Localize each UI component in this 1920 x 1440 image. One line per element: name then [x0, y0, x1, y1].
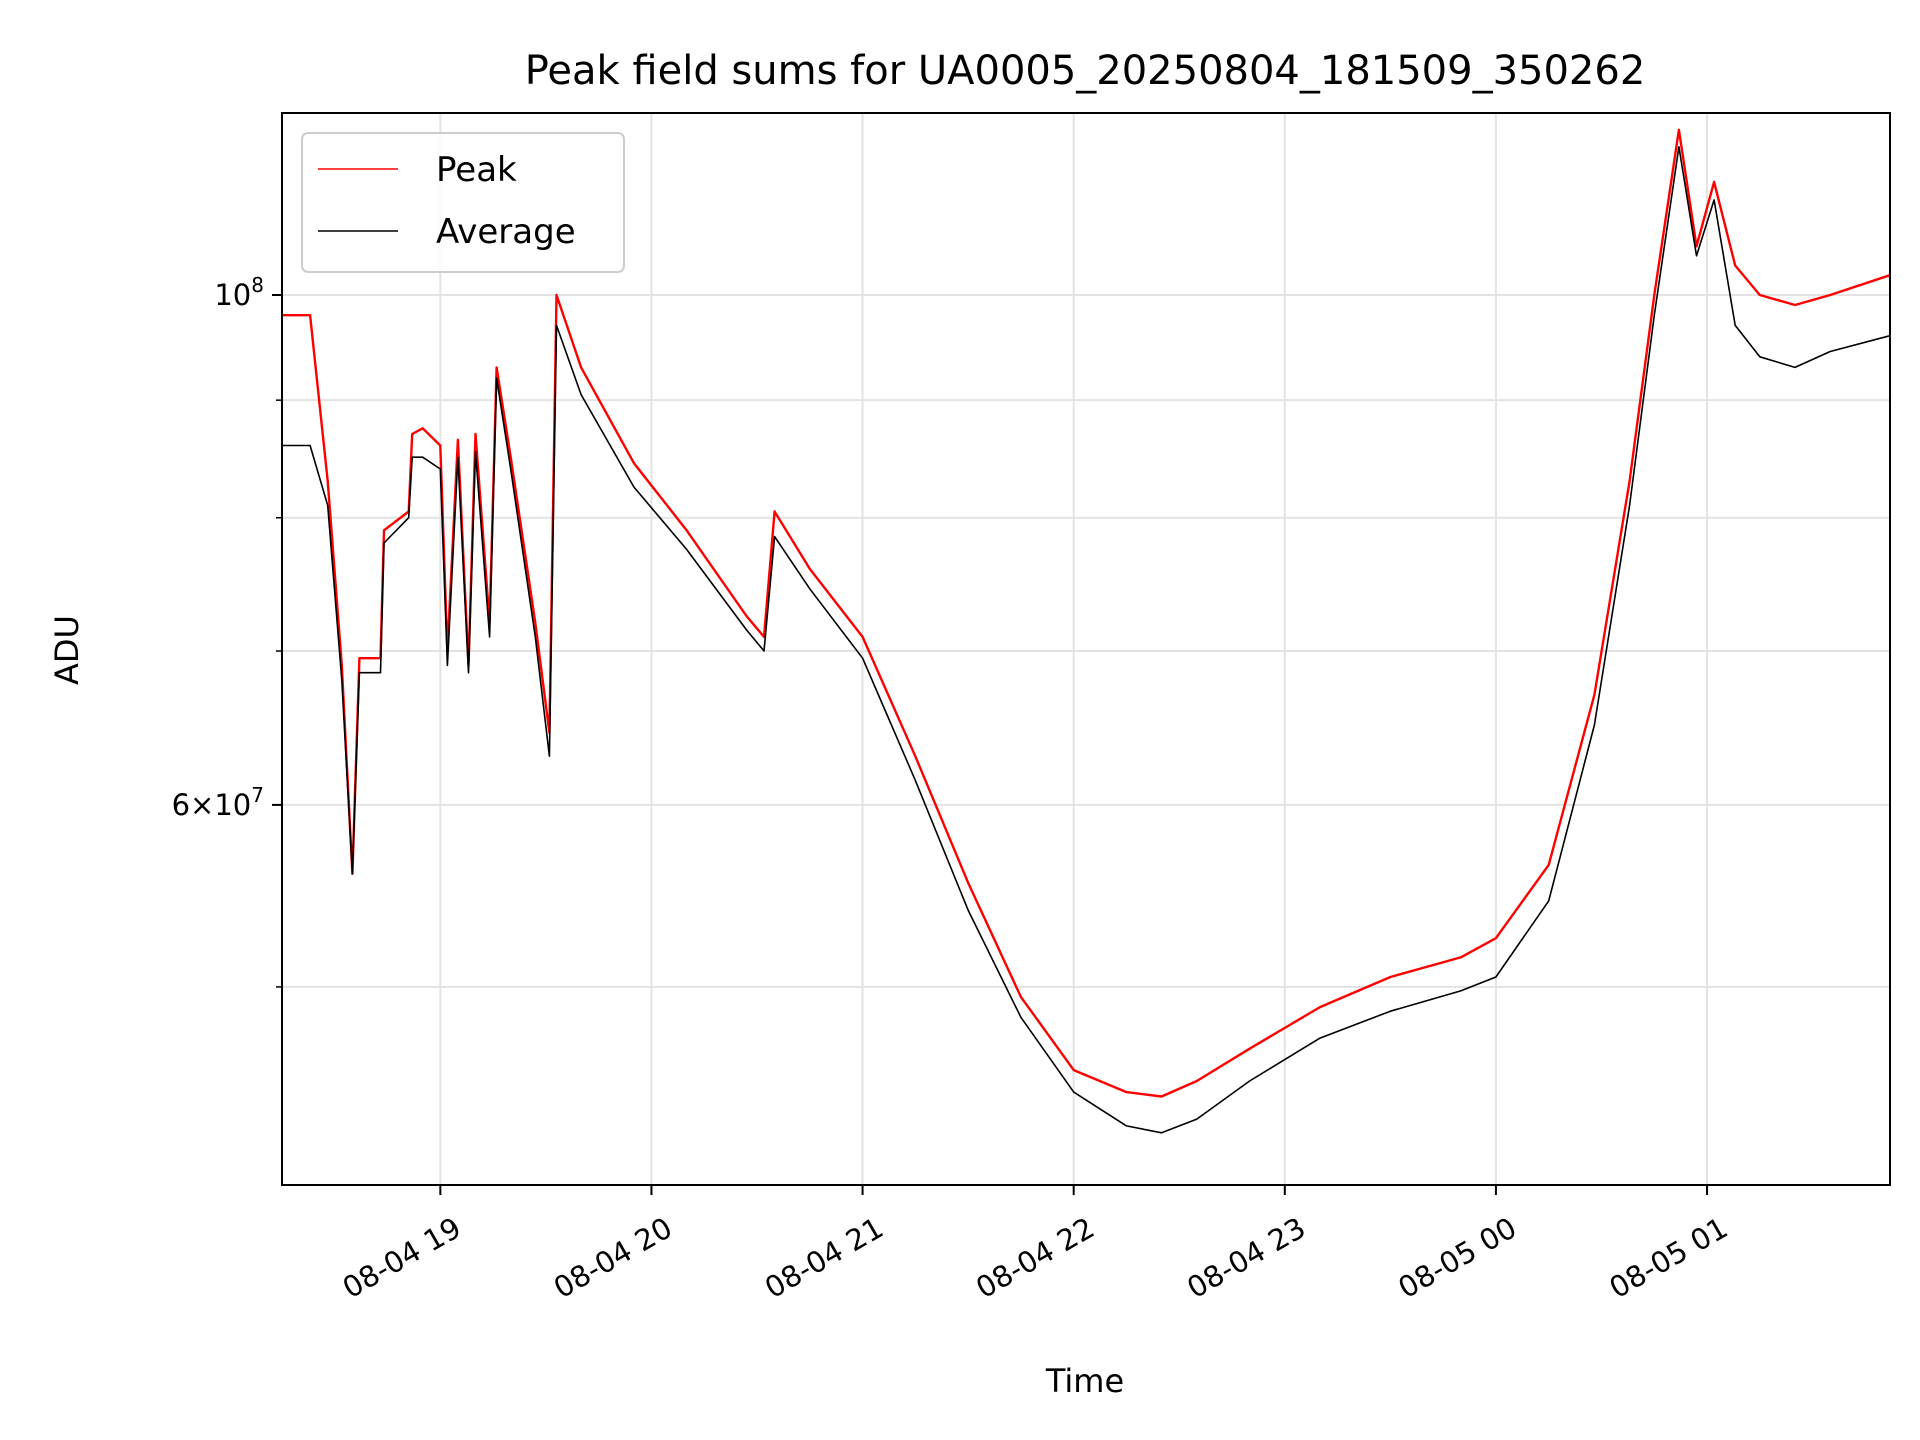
- grid: [282, 113, 1890, 1185]
- plot-series: [282, 128, 1891, 1134]
- legend-box: [301, 132, 625, 273]
- series-line-average: [282, 146, 1891, 1134]
- legend: Peak Average: [301, 132, 625, 273]
- y-tick-label: 6×107: [172, 783, 264, 822]
- series-line-peak: [282, 128, 1891, 1098]
- chart-title: Peak field sums for UA0005_20250804_1815…: [525, 48, 1646, 94]
- y-axis: 6×107 108: [172, 273, 282, 988]
- legend-label-peak: Peak: [436, 150, 517, 190]
- y-axis-title: ADU: [48, 615, 86, 685]
- plot-frame: [281, 112, 1891, 1186]
- x-axis-title: Time: [1045, 1362, 1124, 1400]
- legend-label-average: Average: [436, 212, 576, 252]
- y-tick-label: 108: [214, 273, 264, 312]
